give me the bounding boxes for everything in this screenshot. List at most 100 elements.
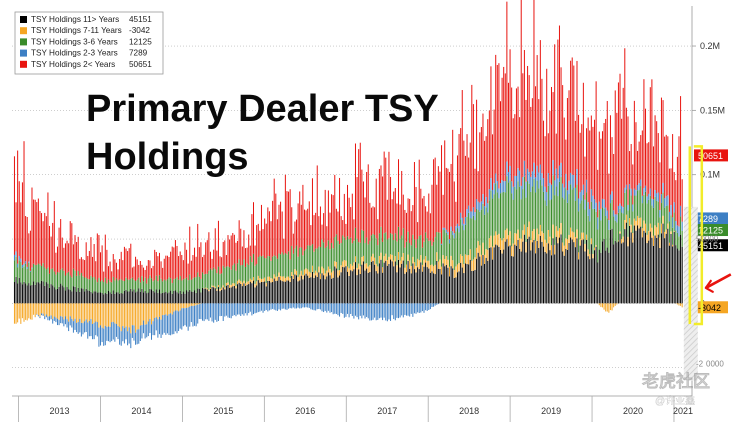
bar-segment-s711 bbox=[357, 268, 358, 275]
bar-segment-s36 bbox=[532, 187, 533, 232]
bar-stack bbox=[369, 203, 370, 321]
bar-segment-s11 bbox=[664, 238, 665, 303]
bar-segment-s11 bbox=[511, 256, 512, 303]
bar-segment-s11 bbox=[655, 236, 656, 304]
bar-segment-s711 bbox=[82, 303, 83, 323]
bar-segment-s11 bbox=[570, 238, 571, 304]
chart-title-line: Holdings bbox=[86, 136, 249, 178]
bar-segment-s711 bbox=[408, 255, 409, 261]
bar-stack bbox=[141, 265, 142, 339]
bar-segment-s23 bbox=[259, 303, 260, 311]
bar-segment-s36 bbox=[24, 266, 25, 282]
bar-segment-s711 bbox=[613, 303, 614, 307]
bar-segment-s711 bbox=[521, 239, 522, 252]
bar-segment-s23 bbox=[376, 303, 377, 320]
bar-segment-s23 bbox=[261, 303, 262, 310]
bar-segment-s23 bbox=[532, 171, 533, 186]
bar-segment-s23 bbox=[549, 183, 550, 200]
bar-stack bbox=[220, 256, 221, 316]
bar-segment-s711 bbox=[634, 218, 635, 225]
bar-segment-s2 bbox=[484, 141, 485, 206]
bar-segment-s23 bbox=[366, 303, 367, 317]
bar-segment-s36 bbox=[315, 249, 316, 271]
bar-segment-s11 bbox=[404, 274, 405, 304]
bar-stack bbox=[382, 177, 383, 321]
bar-segment-s23 bbox=[329, 303, 330, 312]
bar-segment-s711 bbox=[220, 289, 221, 291]
bar-segment-s2 bbox=[210, 252, 211, 269]
bar-segment-s23 bbox=[280, 303, 281, 310]
bar-segment-s711 bbox=[226, 283, 227, 286]
bar-stack bbox=[14, 156, 15, 323]
bar-segment-s711 bbox=[137, 303, 138, 329]
legend-swatch bbox=[20, 27, 27, 34]
bar-segment-s36 bbox=[647, 203, 648, 235]
bar-segment-s11 bbox=[656, 238, 657, 303]
bar-stack bbox=[457, 155, 458, 303]
bar-stack bbox=[463, 141, 464, 304]
bar-segment-s2 bbox=[522, 73, 523, 177]
legend-label: TSY Holdings 11> Years bbox=[31, 15, 119, 24]
bar-stack bbox=[307, 209, 308, 308]
bar-segment-s2 bbox=[333, 195, 334, 248]
bar-segment-s11 bbox=[554, 254, 555, 303]
bar-segment-s711 bbox=[140, 303, 141, 325]
bar-segment-s36 bbox=[333, 248, 334, 270]
bar-stack bbox=[320, 207, 321, 310]
bar-segment-s2 bbox=[124, 247, 125, 281]
bar-segment-s11 bbox=[31, 285, 32, 303]
bar-segment-s36 bbox=[438, 232, 439, 261]
bar-segment-s23 bbox=[116, 324, 117, 337]
bar-segment-s11 bbox=[540, 236, 541, 304]
bar-segment-s23 bbox=[387, 303, 388, 321]
bar-stack bbox=[451, 164, 452, 303]
bar-stack bbox=[245, 248, 246, 313]
bar-stack bbox=[454, 181, 455, 303]
bar-segment-s711 bbox=[97, 303, 98, 322]
bar-segment-s11 bbox=[20, 282, 21, 303]
bar-segment-s711 bbox=[173, 303, 174, 311]
bar-segment-s711 bbox=[650, 224, 651, 232]
bar-segment-s2 bbox=[253, 202, 254, 254]
bar-segment-s11 bbox=[200, 292, 201, 303]
bar-stack bbox=[682, 179, 683, 307]
bar-segment-s11 bbox=[482, 255, 483, 303]
bar-segment-s711 bbox=[38, 303, 39, 315]
bar-segment-s711 bbox=[573, 232, 574, 242]
bar-stack bbox=[22, 182, 23, 318]
bar-segment-s36 bbox=[525, 197, 526, 242]
bar-segment-s11 bbox=[624, 229, 625, 303]
bar-stack bbox=[583, 83, 584, 304]
bar-stack bbox=[97, 233, 98, 336]
bar-segment-s711 bbox=[318, 267, 319, 273]
bar-segment-s711 bbox=[60, 303, 61, 316]
bar-stack bbox=[258, 224, 259, 312]
bar-stack bbox=[33, 200, 34, 315]
bar-segment-s2 bbox=[384, 152, 385, 234]
bar-stack bbox=[336, 209, 337, 314]
bar-segment-s2 bbox=[460, 128, 461, 213]
bar-segment-s2 bbox=[298, 203, 299, 256]
bar-segment-s2 bbox=[567, 98, 568, 190]
bar-segment-s36 bbox=[613, 216, 614, 244]
bar-segment-s11 bbox=[416, 272, 417, 303]
bar-segment-s36 bbox=[549, 200, 550, 237]
bar-segment-s2 bbox=[436, 185, 437, 232]
bar-segment-s2 bbox=[306, 210, 307, 249]
bar-segment-s36 bbox=[263, 256, 264, 279]
bar-segment-s23 bbox=[640, 180, 641, 187]
bar-segment-s11 bbox=[213, 287, 214, 303]
bar-stack bbox=[486, 136, 487, 303]
bar-segment-s11 bbox=[489, 248, 490, 303]
bar-segment-s11 bbox=[385, 261, 386, 304]
bar-segment-s2 bbox=[669, 169, 670, 212]
bar-segment-s11 bbox=[65, 291, 66, 304]
bar-stack bbox=[133, 267, 134, 341]
bar-segment-s711 bbox=[154, 303, 155, 318]
legend-entry: TSY Holdings 7-11 Years-3042 bbox=[20, 26, 150, 35]
bar-segment-s711 bbox=[419, 260, 420, 269]
y-tick-label: 0.2M bbox=[700, 41, 720, 51]
bar-segment-s11 bbox=[513, 257, 514, 304]
